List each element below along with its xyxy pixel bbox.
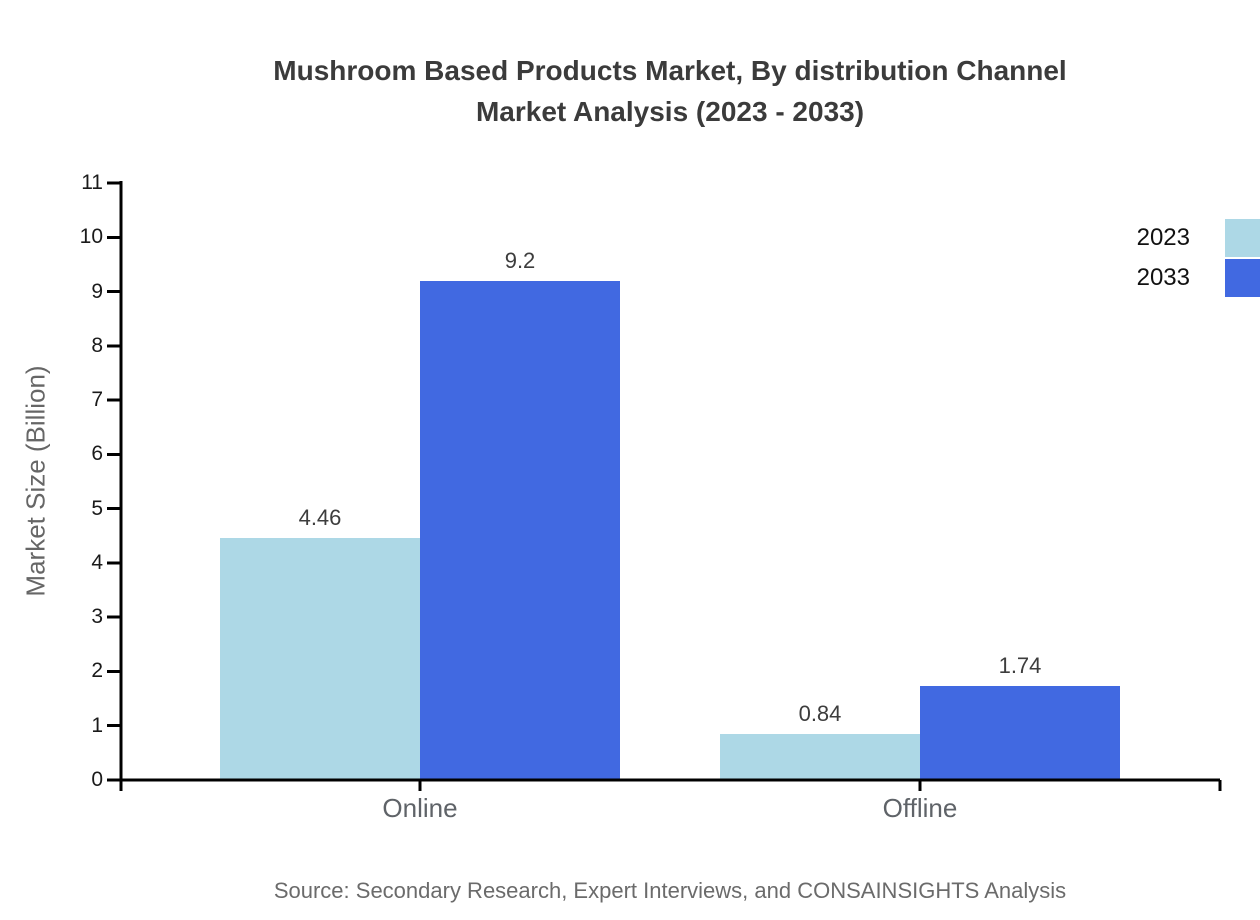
- y-tick-label-0: 0: [91, 768, 103, 791]
- value-label-2023-online: 4.46: [298, 504, 342, 530]
- y-tick-label-3: 3: [91, 605, 103, 629]
- value-label-2033-online: 9.2: [504, 247, 536, 273]
- value-label-2033-offline: 1.74: [998, 652, 1042, 678]
- bar-2023-online: [220, 537, 420, 780]
- chart-title: Mushroom Based Products Market, By distr…: [273, 50, 1066, 132]
- y-tick-label-6: 6: [91, 442, 103, 466]
- bar-2033-online: [420, 280, 620, 780]
- y-tick-label-5: 5: [91, 496, 103, 520]
- y-tick-label-2: 2: [91, 659, 103, 683]
- source-note: Source: Secondary Research, Expert Inter…: [273, 878, 1067, 903]
- y-tick-label-10: 10: [79, 225, 103, 249]
- legend-swatch-2033: [1225, 259, 1260, 297]
- y-tick-label-1: 1: [91, 713, 103, 737]
- axis-lines: [107, 181, 1222, 791]
- bar-2033-offline: [920, 685, 1120, 780]
- value-label-2023-offline: 0.84: [798, 701, 842, 727]
- y-tick-label-8: 8: [91, 333, 103, 357]
- x-category-label-online: Online: [382, 793, 458, 823]
- y-tick-label-7: 7: [91, 388, 103, 412]
- y-tick-label-9: 9: [91, 279, 103, 303]
- x-category-label-offline: Offline: [882, 793, 958, 823]
- chart-title-line1: Mushroom Based Products Market, By distr…: [273, 55, 1067, 86]
- legend-label-2033: 2033: [1136, 264, 1190, 291]
- chart-title-line2: Market Analysis (2023 - 2033): [475, 96, 865, 127]
- bar-2023-offline: [720, 734, 920, 780]
- legend-label-2023: 2023: [1136, 224, 1190, 251]
- y-tick-label-4: 4: [91, 550, 103, 574]
- y-tick-label-11: 11: [81, 171, 103, 194]
- legend-swatch-2023: [1225, 219, 1260, 257]
